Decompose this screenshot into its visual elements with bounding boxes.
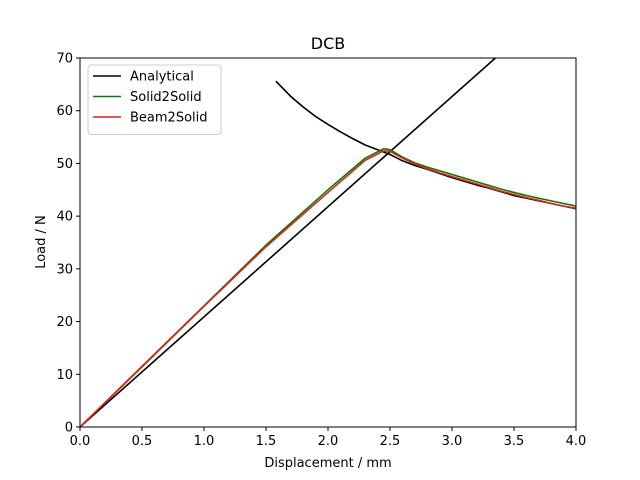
plot-area xyxy=(79,57,577,428)
legend-label-solid2solid: Solid2Solid xyxy=(130,90,202,105)
x-tick-label: 2.0 xyxy=(318,434,339,449)
y-tick-label: 40 xyxy=(56,210,73,225)
x-tick-label: 0.0 xyxy=(70,434,91,449)
y-axis-label: Load / N xyxy=(34,215,49,269)
x-axis-label: Displacement / mm xyxy=(264,456,391,471)
series-layer xyxy=(80,58,576,427)
y-tick-label: 50 xyxy=(56,157,73,172)
x-tick-label: 0.5 xyxy=(132,434,153,449)
x-tick-label: 1.0 xyxy=(194,434,215,449)
y-axis: 0 10 20 30 40 50 60 70 xyxy=(56,52,80,436)
y-tick-label: 10 xyxy=(56,368,73,383)
series-line-analytical-1 xyxy=(80,58,496,427)
legend-label-analytical: Analytical xyxy=(130,70,194,85)
y-tick-label: 0 xyxy=(65,421,73,436)
legend-label-beam2solid: Beam2Solid xyxy=(130,111,208,126)
x-tick-label: 3.0 xyxy=(442,434,463,449)
legend: Analytical Solid2Solid Beam2Solid xyxy=(87,64,222,135)
chart-title: DCB xyxy=(311,34,345,53)
x-tick-label: 3.5 xyxy=(504,434,525,449)
series-line-solid2solid xyxy=(80,147,576,427)
x-tick-label: 4.0 xyxy=(566,434,587,449)
x-axis: 0.0 0.5 1.0 1.5 2.0 2.5 3.0 3.5 4.0 xyxy=(70,427,587,449)
y-tick-label: 20 xyxy=(56,315,73,330)
legend-box xyxy=(87,64,222,135)
y-tick-label: 70 xyxy=(56,52,73,67)
x-tick-label: 1.5 xyxy=(256,434,277,449)
series-line-beam2solid xyxy=(80,149,576,427)
y-tick-label: 30 xyxy=(56,262,73,277)
y-tick-label: 60 xyxy=(56,104,73,119)
x-tick-label: 2.5 xyxy=(380,434,401,449)
